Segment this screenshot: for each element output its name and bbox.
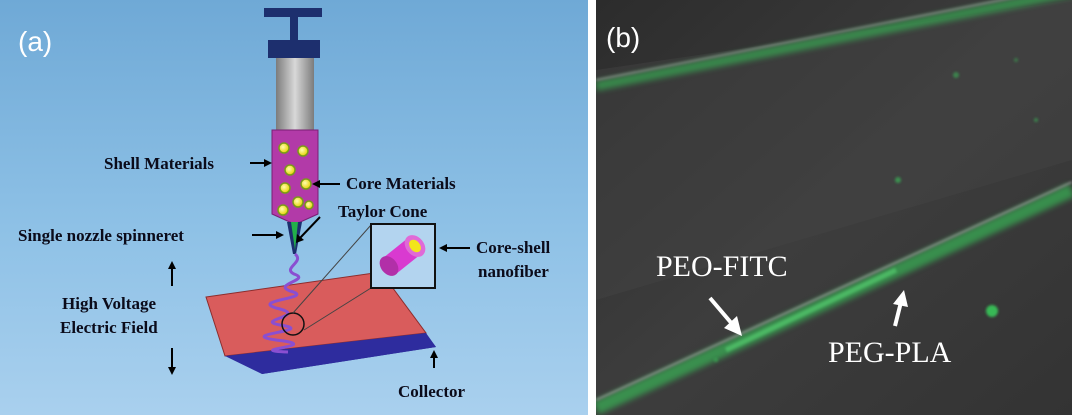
fluorescence-image	[596, 0, 1072, 415]
label-high-voltage: High Voltage	[62, 294, 156, 313]
label-collector: Collector	[398, 382, 466, 401]
label-electric-field: Electric Field	[60, 318, 158, 337]
label-spinneret: Single nozzle spinneret	[18, 226, 184, 245]
label-nanofiber: nanofiber	[478, 262, 549, 281]
panel-b-micrograph: (b) PEO-FITC PEG-PLA	[596, 0, 1072, 415]
fluorescent-spots	[714, 58, 1038, 362]
core-beads	[277, 142, 314, 216]
label-peg-pla: PEG-PLA	[828, 336, 952, 369]
electrospinning-diagram	[168, 8, 470, 375]
panel-a-label: (a)	[18, 26, 53, 57]
label-core-materials: Core Materials	[346, 174, 456, 193]
core-shell-cylinder	[379, 235, 426, 276]
syringe-barrel	[276, 58, 314, 130]
panel-a-schematic: (a) Shell Materials Core Materials Taylo…	[0, 0, 588, 415]
taylor-cone-tip	[291, 222, 298, 250]
plunger-head	[268, 40, 320, 58]
label-shell-materials: Shell Materials	[104, 154, 215, 173]
label-core-shell: Core-shell	[476, 238, 551, 257]
lower-fiber	[596, 181, 1072, 415]
plunger-rod	[290, 8, 298, 58]
label-peo-fitc: PEO-FITC	[656, 250, 788, 283]
upper-fiber	[596, 0, 1058, 91]
panel-b-label: (b)	[606, 22, 641, 53]
micrograph-arrows	[708, 296, 903, 327]
label-taylor-cone: Taylor Cone	[338, 202, 428, 221]
